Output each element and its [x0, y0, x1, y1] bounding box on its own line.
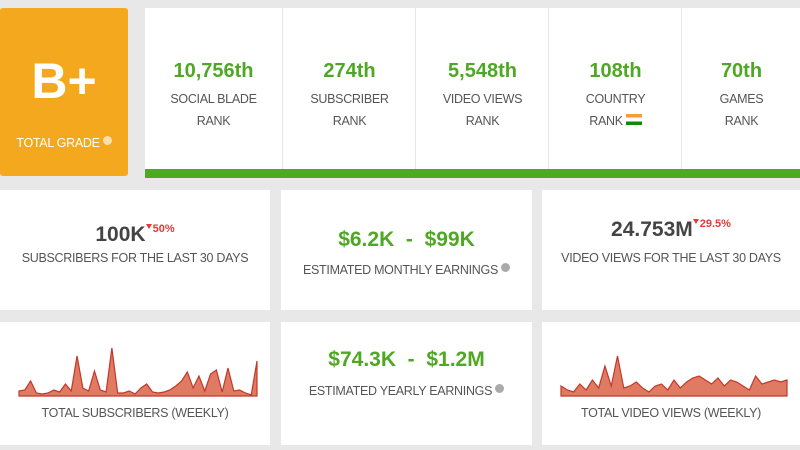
- rank-value: 5,548th: [448, 60, 517, 82]
- stat-label: VIDEO VIEWS FOR THE LAST 30 DAYS: [542, 251, 800, 265]
- rank-label: RANK: [682, 114, 800, 128]
- rank-label-text: SOCIAL BLADE: [170, 92, 257, 106]
- chart-label: TOTAL VIDEO VIEWS (WEEKLY): [542, 406, 800, 420]
- stat-change: 50%: [145, 223, 175, 235]
- grade-value: B+: [31, 53, 97, 109]
- rank-label: SOCIAL BLADE: [145, 92, 282, 106]
- rank-label: SUBSCRIBER: [283, 92, 416, 106]
- stat-value: $74.3K - $1.2M: [281, 348, 532, 372]
- chart-label-text: TOTAL SUBSCRIBERS (WEEKLY): [41, 406, 229, 420]
- help-icon: [501, 263, 510, 272]
- rank-label: RANK: [549, 114, 682, 128]
- stat-value: $6.2K - $99K: [281, 228, 532, 252]
- stat-card: $74.3K - $1.2M ESTIMATED YEARLY EARNINGS: [281, 322, 532, 445]
- stat-label: SUBSCRIBERS FOR THE LAST 30 DAYS: [0, 251, 270, 265]
- rank-label: RANK: [283, 114, 416, 128]
- chart-label: TOTAL SUBSCRIBERS (WEEKLY): [0, 406, 270, 420]
- stat-card: TOTAL SUBSCRIBERS (WEEKLY): [0, 322, 270, 445]
- rank-label-text: SUBSCRIBER: [310, 92, 389, 106]
- ranks-panel: 10,756th SOCIAL BLADE RANK 274th SUBSCRIBER R…: [145, 8, 800, 178]
- stat-value-text: $74.3K - $1.2M: [328, 348, 485, 371]
- rank-value: 70th: [720, 60, 763, 82]
- flag: [625, 114, 642, 125]
- rank-label: VIDEO VIEWS: [416, 92, 549, 106]
- rank-value: 108th: [589, 60, 642, 82]
- rank-label: RANK: [145, 114, 282, 128]
- chart-label-text: TOTAL VIDEO VIEWS (WEEKLY): [581, 406, 761, 420]
- rank-label-text: RANK: [589, 114, 623, 128]
- stat-value-text: 100K: [95, 223, 146, 246]
- rank-label-text: RANK: [332, 114, 367, 128]
- help-icon: [495, 384, 505, 393]
- rank-label-text: RANK: [465, 114, 500, 128]
- rank-column: 10,756th SOCIAL BLADE RANK: [145, 8, 282, 169]
- rank-label: RANK: [416, 114, 549, 128]
- rank-column: 274th SUBSCRIBER RANK: [282, 8, 416, 169]
- stat-value-text: $6.2K - $99K: [338, 228, 475, 251]
- rank-label-text: COUNTRY: [585, 92, 646, 106]
- grade-box: B+ TOTAL GRADE: [0, 8, 128, 176]
- stat-change-text: 29.5%: [699, 218, 731, 230]
- down-arrow: [692, 219, 699, 224]
- rank-label-text: VIDEO VIEWS: [442, 92, 523, 106]
- sparkline-area: [560, 355, 788, 397]
- rank-column: 70th GAMES RANK: [681, 8, 800, 169]
- rank-label: GAMES: [682, 92, 800, 106]
- stat-label-text: VIDEO VIEWS FOR THE LAST 30 DAYS: [561, 251, 781, 265]
- stat-label-text: ESTIMATED MONTHLY EARNINGS: [302, 263, 498, 277]
- stat-value-text: 24.753M: [611, 218, 693, 241]
- grade-label: TOTAL GRADE: [0, 136, 128, 150]
- sparkline-area: [18, 347, 258, 397]
- rank-value: 10,756th: [173, 60, 254, 82]
- rank-label-text: RANK: [724, 114, 759, 128]
- help-icon: [102, 136, 112, 145]
- stat-label-text: ESTIMATED YEARLY EARNINGS: [308, 384, 493, 398]
- rank-value: 274th: [323, 60, 376, 82]
- rank-label-text: RANK: [196, 114, 231, 128]
- stat-card: $6.2K - $99K ESTIMATED MONTHLY EARNINGS: [281, 190, 532, 310]
- stat-card: 24.753M 29.5% VIDEO VIEWS FOR THE LAST 30 …: [542, 190, 800, 310]
- stat-label-text: SUBSCRIBERS FOR THE LAST 30 DAYS: [21, 251, 249, 265]
- rank-bar: [145, 169, 800, 178]
- down-arrow: [145, 224, 152, 229]
- stat-label: ESTIMATED YEARLY EARNINGS: [281, 384, 532, 398]
- rank-column: 108th COUNTRY RANK: [548, 8, 682, 169]
- stat-value: 100K 50%: [0, 223, 270, 247]
- stat-change-text: 50%: [152, 223, 175, 235]
- stat-label: ESTIMATED MONTHLY EARNINGS: [281, 263, 532, 277]
- sparkline: [560, 355, 788, 397]
- sparkline: [18, 347, 258, 397]
- rank-label: COUNTRY: [549, 92, 682, 106]
- stat-card: 100K 50% SUBSCRIBERS FOR THE LAST 30 DAYS: [0, 190, 270, 310]
- rank-label-text: GAMES: [719, 92, 764, 106]
- stat-change: 29.5%: [692, 218, 731, 230]
- grade-label-text: TOTAL GRADE: [16, 136, 100, 150]
- rank-column: 5,548th VIDEO VIEWS RANK: [415, 8, 549, 169]
- stat-value: 24.753M 29.5%: [542, 218, 800, 242]
- stat-card: TOTAL VIDEO VIEWS (WEEKLY): [542, 322, 800, 445]
